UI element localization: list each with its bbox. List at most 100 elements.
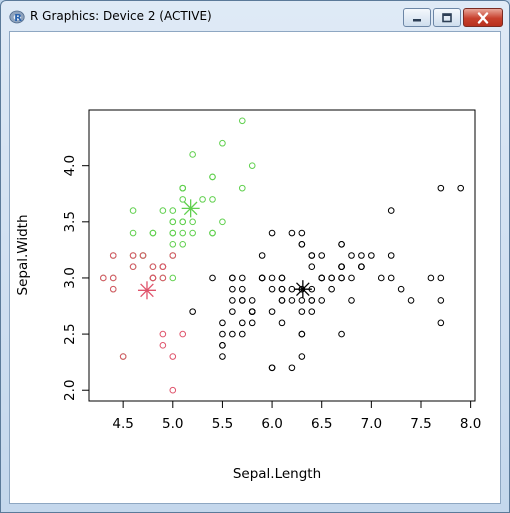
- maximize-button[interactable]: [433, 8, 461, 27]
- data-point: [189, 308, 196, 315]
- data-point: [209, 173, 216, 181]
- data-point: [298, 308, 306, 315]
- data-point: [268, 229, 276, 237]
- data-point: [238, 297, 246, 304]
- data-point: [298, 353, 306, 360]
- data-point: [219, 218, 226, 226]
- y-tick-label: 2.0: [62, 379, 78, 400]
- data-point: [248, 319, 256, 327]
- data-point: [99, 274, 107, 282]
- data-point: [129, 207, 137, 214]
- data-point: [229, 308, 236, 315]
- y-tick-label: 3.0: [62, 267, 78, 288]
- data-point: [179, 240, 187, 248]
- data-point: [159, 263, 167, 271]
- data-point: [238, 319, 246, 327]
- data-point: [328, 274, 335, 282]
- data-point: [348, 252, 355, 259]
- data-point: [368, 252, 375, 259]
- x-axis: 4.5 5.0 5.5 6.0 6.5 7.0 7.5 8.0: [112, 400, 481, 432]
- data-point: [328, 285, 335, 293]
- data-point: [268, 285, 276, 293]
- data-point: [179, 184, 187, 192]
- r-logo-icon: R: [9, 10, 25, 24]
- data-point: [189, 229, 196, 237]
- cluster-center-marker: [137, 281, 156, 300]
- x-tick-label: 7.0: [361, 416, 382, 432]
- data-point: [377, 274, 385, 282]
- data-point: [268, 364, 276, 372]
- data-point: [209, 229, 216, 237]
- data-point: [139, 252, 147, 259]
- window-title: R Graphics: Device 2 (ACTIVE): [30, 9, 212, 23]
- close-icon: [477, 11, 489, 24]
- data-point: [407, 297, 415, 304]
- data-point: [358, 263, 365, 271]
- data-point: [169, 353, 177, 360]
- data-point: [119, 353, 127, 360]
- data-point: [248, 162, 256, 169]
- data-point: [199, 196, 206, 203]
- data-point: [288, 364, 296, 372]
- data-point: [427, 274, 435, 282]
- data-point: [169, 274, 177, 282]
- data-point: [387, 252, 395, 259]
- data-point: [278, 274, 286, 282]
- data-point: [159, 207, 167, 214]
- data-point: [437, 319, 445, 327]
- data-point: [229, 274, 236, 282]
- x-tick-label: 4.5: [112, 416, 133, 432]
- data-point: [149, 229, 157, 237]
- cluster-center-marker: [293, 280, 312, 299]
- data-point: [457, 184, 465, 192]
- svg-text:R: R: [14, 13, 22, 24]
- data-point: [219, 330, 226, 338]
- y-tick-label: 2.5: [62, 323, 78, 344]
- data-point: [149, 263, 157, 271]
- cluster-centers: [137, 199, 312, 300]
- cluster-center-marker: [181, 199, 200, 218]
- data-point: [219, 319, 226, 327]
- data-point: [288, 297, 296, 304]
- data-point: [338, 330, 345, 338]
- data-point: [397, 285, 405, 293]
- data-point: [159, 274, 167, 282]
- data-point: [209, 274, 216, 282]
- data-point: [169, 207, 177, 214]
- data-point: [159, 342, 167, 349]
- plot-box: [88, 109, 476, 402]
- graphics-device-area: 4.5 5.0 5.5 6.0 6.5 7.0 7.5 8.0 2.0 2.5 3.0 3.5 4.0…: [9, 31, 501, 504]
- y-tick-label: 3.5: [62, 211, 78, 232]
- data-points: [99, 117, 465, 394]
- data-point: [278, 297, 286, 304]
- data-point: [129, 252, 137, 259]
- x-tick-label: 5.0: [162, 416, 183, 432]
- data-point: [189, 218, 196, 226]
- data-point: [288, 229, 296, 237]
- data-point: [437, 297, 445, 304]
- data-point: [387, 274, 395, 282]
- data-point: [298, 330, 306, 338]
- close-button[interactable]: [463, 8, 503, 27]
- data-point: [169, 218, 177, 226]
- data-point: [338, 274, 345, 282]
- x-tick-label: 6.0: [261, 416, 282, 432]
- minimize-button[interactable]: [403, 8, 431, 27]
- data-point: [238, 274, 246, 282]
- scatter-plot: 4.5 5.0 5.5 6.0 6.5 7.0 7.5 8.0 2.0 2.5 3.0 3.5 4.0…: [15, 109, 481, 482]
- data-point: [387, 207, 395, 214]
- data-point: [169, 386, 177, 394]
- title-bar[interactable]: R R Graphics: Device 2 (ACTIVE): [1, 1, 509, 31]
- data-point: [238, 330, 246, 338]
- minimize-icon: [413, 18, 421, 21]
- data-point: [268, 274, 276, 282]
- data-point: [437, 274, 445, 282]
- data-point: [248, 308, 256, 315]
- data-point: [338, 263, 345, 271]
- data-point: [219, 139, 226, 147]
- data-point: [129, 229, 137, 237]
- data-point: [348, 297, 355, 304]
- data-point: [338, 240, 345, 248]
- x-tick-label: 6.5: [311, 416, 332, 432]
